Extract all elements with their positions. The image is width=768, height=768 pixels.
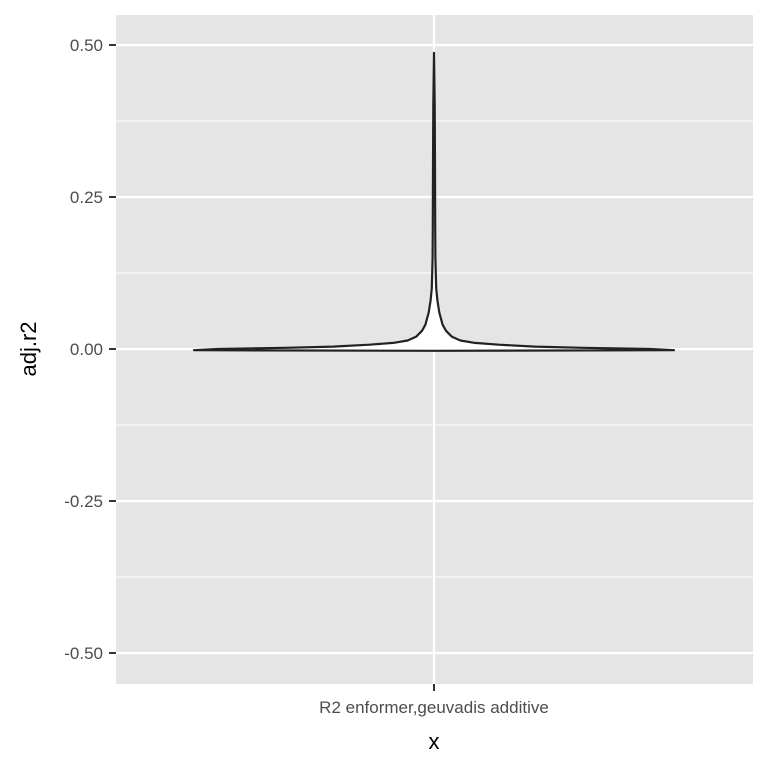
y-tick-label: 0.00 <box>70 340 103 359</box>
y-axis-title: adj.r2 <box>16 321 41 376</box>
x-axis: R2 enformer,geuvadis additive <box>319 684 549 717</box>
y-axis: -0.50 -0.25 0.00 0.25 0.50 <box>64 36 116 663</box>
x-tick-label: R2 enformer,geuvadis additive <box>319 698 549 717</box>
violin-layer <box>192 51 676 352</box>
y-tick-label: -0.50 <box>64 644 103 663</box>
violin-shape <box>192 51 676 352</box>
x-axis-title: x <box>429 729 440 754</box>
y-tick-label: 0.25 <box>70 188 103 207</box>
y-tick-label: -0.25 <box>64 492 103 511</box>
y-tick-label: 0.50 <box>70 36 103 55</box>
